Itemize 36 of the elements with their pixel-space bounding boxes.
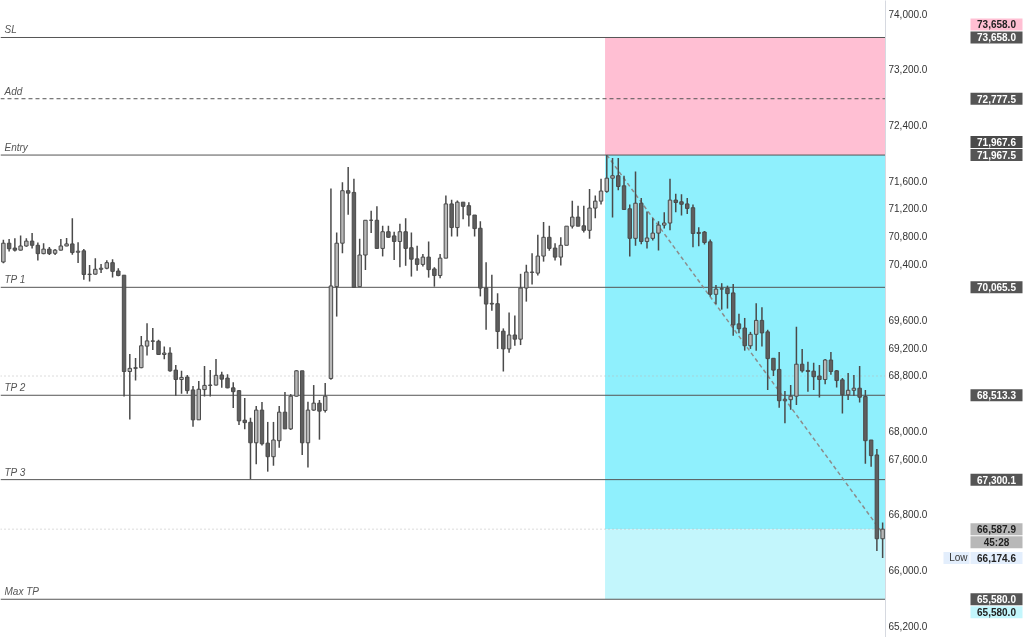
y-tick-label: 70,800.0 [888, 231, 928, 243]
ref-line-label: Entry [4, 142, 29, 154]
y-tick-label: 70,400.0 [888, 259, 928, 271]
text: 72,777.5 [977, 93, 1017, 105]
text: 66,174.6 [977, 552, 1017, 564]
y-tick-label: 73,200.0 [888, 64, 928, 76]
ref-line-label: Add [3, 85, 23, 97]
text: 70,065.5 [977, 282, 1017, 294]
text: 66,587.9 [977, 524, 1017, 536]
ref-line-label: TP 2 [4, 382, 26, 394]
y-tick-label: 65,200.0 [888, 620, 928, 632]
text: 71,967.5 [977, 150, 1017, 162]
text: 73,658.0 [977, 32, 1017, 44]
text: Low [949, 552, 969, 564]
y-tick-label: 66,800.0 [888, 509, 928, 521]
text: 73,658.0 [977, 19, 1017, 31]
y-tick-label: 66,000.0 [888, 565, 928, 577]
text: 68,513.3 [977, 390, 1017, 402]
text: 67,300.1 [977, 474, 1017, 486]
text: 65,580.0 [977, 594, 1017, 606]
text: 45:28 [983, 536, 1010, 548]
y-tick-label: 67,600.0 [888, 453, 928, 465]
y-tick-label: 71,200.0 [888, 203, 928, 215]
y-tick-label: 71,600.0 [888, 175, 928, 187]
y-tick-label: 69,600.0 [888, 314, 928, 326]
y-tick-label: 69,200.0 [888, 342, 928, 354]
ref-line-label: SL [4, 24, 17, 36]
text: 65,580.0 [977, 607, 1017, 619]
ref-line-label: Max TP [4, 586, 40, 598]
y-tick-label: 68,000.0 [888, 425, 928, 437]
ref-line-label: TP 3 [4, 466, 26, 478]
y-tick-label: 68,800.0 [888, 370, 928, 382]
y-tick-label: 72,400.0 [888, 119, 928, 131]
ref-line-label: TP 1 [4, 274, 26, 286]
y-tick-label: 74,000.0 [888, 8, 928, 20]
text: 71,967.6 [977, 137, 1017, 149]
